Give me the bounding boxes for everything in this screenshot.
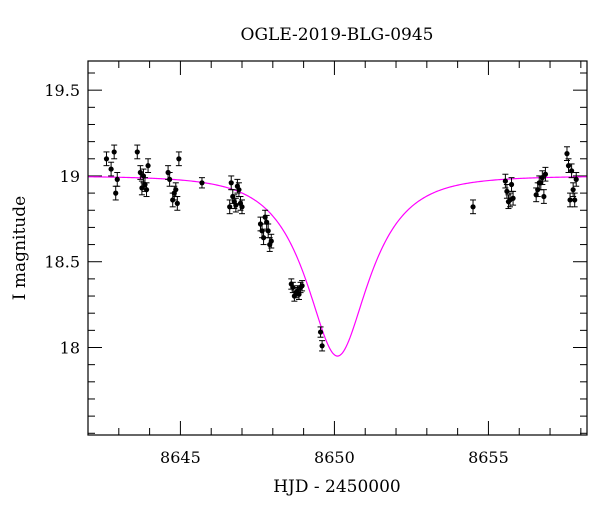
point-marker — [108, 166, 114, 172]
point-marker — [268, 238, 274, 244]
data-point — [268, 233, 275, 249]
point-marker — [173, 187, 179, 193]
point-marker — [103, 156, 110, 162]
data-point — [539, 170, 546, 186]
data-point — [510, 190, 517, 206]
point-marker — [567, 197, 573, 203]
data-point — [111, 144, 118, 160]
point-marker — [265, 228, 271, 234]
data-point — [568, 163, 575, 179]
plot-frame — [87, 60, 588, 436]
data-point — [174, 196, 181, 211]
data-point — [228, 175, 235, 191]
model-curve-layer — [87, 176, 588, 357]
point-marker — [228, 180, 234, 186]
data-point — [508, 177, 515, 192]
point-marker — [510, 195, 516, 201]
point-marker — [319, 343, 325, 349]
data-point — [166, 172, 173, 187]
y-axis-label: I magnitude — [10, 196, 30, 300]
y-tick-label: 19.5 — [44, 81, 80, 100]
data-point — [108, 161, 115, 177]
data-point — [226, 199, 233, 215]
data-points-layer — [103, 144, 580, 352]
point-marker — [174, 200, 180, 206]
point-marker — [541, 193, 547, 200]
data-point — [571, 192, 578, 208]
data-point — [112, 185, 119, 201]
point-marker — [239, 204, 245, 210]
point-marker — [317, 329, 324, 335]
point-marker — [233, 202, 239, 208]
point-marker — [139, 185, 145, 191]
x-tick-label: 8645 — [160, 448, 201, 467]
point-marker — [508, 181, 515, 188]
data-point — [145, 158, 152, 174]
x-axis-label: HJD - 2450000 — [273, 477, 401, 497]
x-tick-label: 8655 — [468, 448, 509, 467]
data-point — [319, 340, 326, 352]
point-marker — [227, 204, 233, 210]
data-point — [317, 326, 324, 338]
data-point — [563, 146, 570, 162]
data-point — [137, 165, 144, 180]
axis-ticks — [87, 61, 587, 435]
data-point — [175, 151, 182, 167]
point-marker — [470, 204, 476, 210]
data-point — [232, 197, 239, 213]
data-point — [239, 199, 246, 215]
model-curve — [87, 176, 588, 357]
point-marker — [134, 149, 140, 155]
data-point — [134, 144, 141, 160]
data-point — [470, 199, 477, 215]
point-marker — [570, 187, 576, 193]
point-marker — [143, 187, 150, 193]
data-point — [540, 189, 547, 204]
point-marker — [167, 176, 173, 182]
point-marker — [539, 175, 545, 181]
data-point — [542, 166, 549, 182]
point-marker — [260, 235, 267, 241]
point-marker — [573, 176, 579, 182]
data-point — [114, 172, 121, 187]
data-point — [570, 182, 577, 198]
point-marker — [290, 284, 296, 291]
y-tick-label: 19 — [60, 167, 80, 186]
point-marker — [199, 180, 205, 186]
chart-title: OGLE-2019-BLG-0945 — [241, 25, 434, 45]
point-marker — [137, 169, 143, 176]
data-point — [138, 180, 145, 196]
point-marker — [111, 149, 117, 155]
y-tick-label: 18.5 — [44, 253, 80, 272]
point-marker — [572, 197, 578, 203]
point-marker — [236, 187, 242, 193]
data-point — [265, 223, 272, 239]
point-marker — [502, 178, 508, 184]
data-point — [260, 230, 267, 246]
data-point — [143, 182, 150, 198]
point-marker — [542, 171, 549, 177]
point-marker — [299, 283, 305, 289]
data-point — [573, 172, 580, 187]
point-marker — [176, 156, 182, 162]
data-point — [198, 177, 205, 189]
data-point — [299, 280, 306, 292]
point-marker — [114, 176, 120, 182]
data-point — [502, 173, 509, 189]
point-marker — [564, 151, 570, 157]
y-tick-label: 18 — [60, 339, 80, 358]
tick-labels: 8645 8650 8655 18 18.5 19 19.5 — [44, 81, 508, 467]
point-marker — [568, 168, 575, 174]
data-point — [235, 182, 242, 198]
point-marker — [145, 163, 151, 169]
point-marker — [113, 190, 119, 196]
x-tick-label: 8650 — [314, 448, 355, 467]
data-point — [103, 151, 110, 167]
